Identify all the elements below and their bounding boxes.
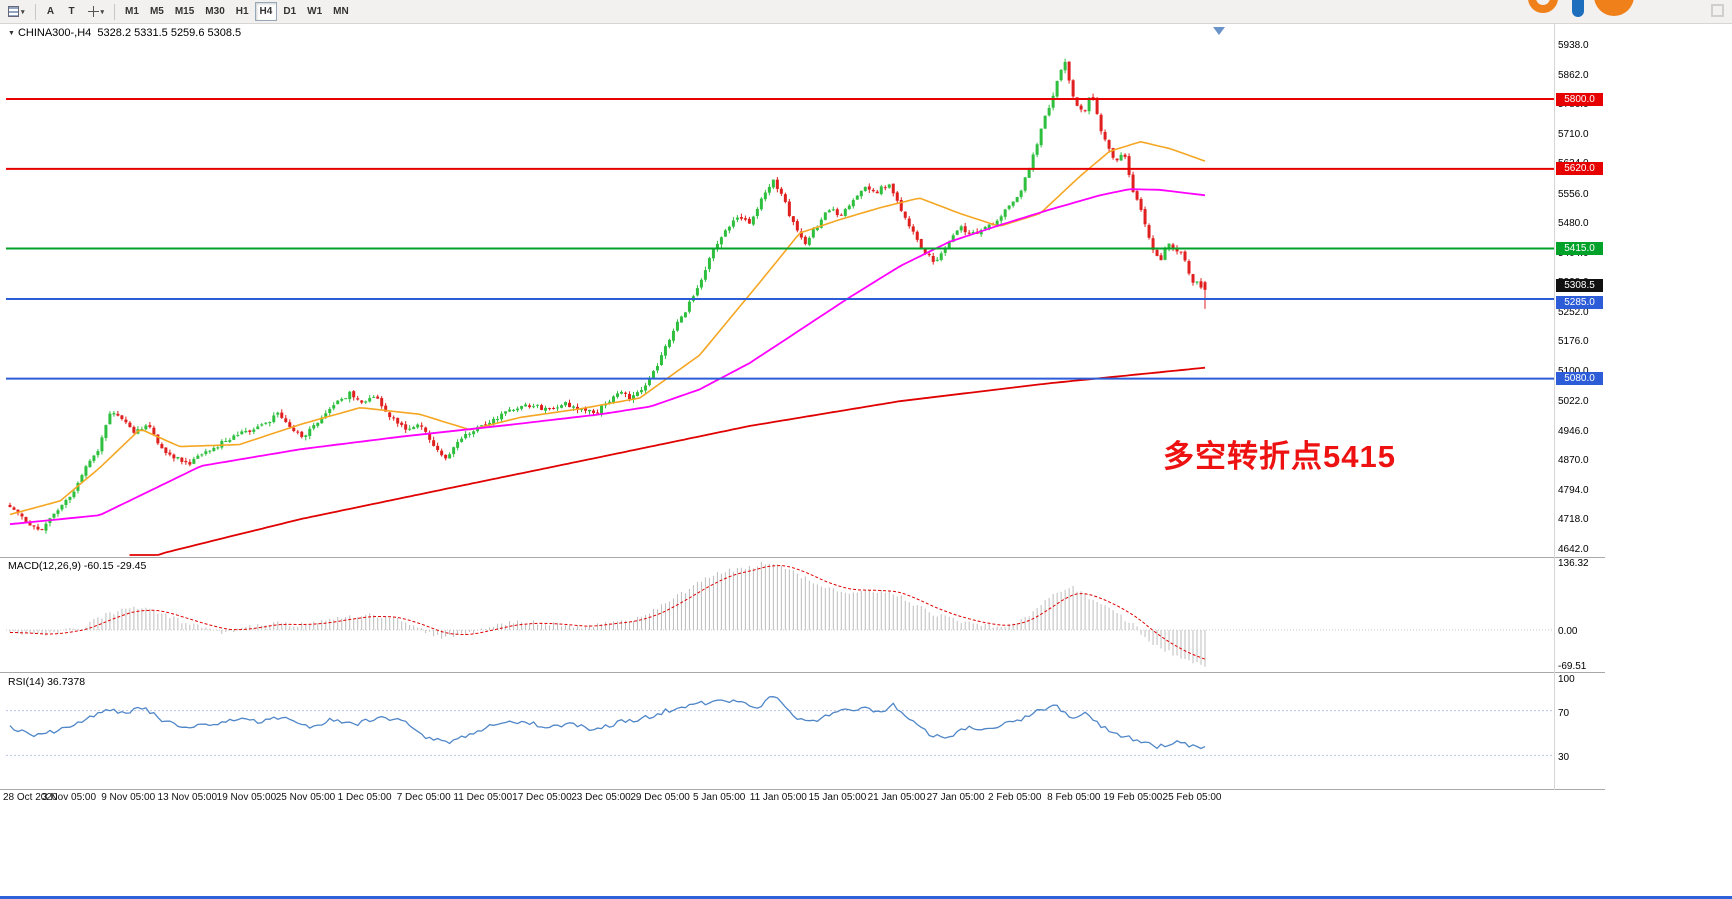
- price-line-badge: 5800.0: [1556, 92, 1603, 106]
- symbol-ohlc-header: ▼ CHINA300-,H4 5328.2 5331.5 5259.6 5308.…: [8, 27, 241, 39]
- price-axis-border: [1554, 24, 1555, 790]
- price-tick-label: 5252.0: [1558, 306, 1589, 318]
- date-tick-label: 25 Feb 05:00: [1162, 792, 1222, 803]
- macd-tick-label: 136.32: [1558, 558, 1589, 569]
- date-tick-label: 8 Feb 05:00: [1047, 792, 1101, 803]
- toolbar-separator: [34, 3, 36, 20]
- date-tick-label: 5 Jan 05:00: [693, 792, 746, 803]
- timeframe-button-mn[interactable]: MN: [328, 2, 354, 21]
- price-tick-label: 5022.0: [1558, 396, 1589, 408]
- date-tick-label: 29 Dec 05:00: [630, 792, 690, 803]
- cursor-tool-button[interactable]: A: [41, 2, 61, 21]
- price-tick-label: 4718.0: [1558, 514, 1589, 526]
- price-line-badge: 5080.0: [1556, 372, 1603, 386]
- ohlc-values: 5328.2 5331.5 5259.6 5308.5: [97, 27, 242, 39]
- timeframe-button-d1[interactable]: D1: [278, 2, 301, 21]
- timeframe-button-h4[interactable]: H4: [254, 2, 278, 21]
- date-tick-label: 13 Nov 05:00: [157, 792, 218, 803]
- charts-grid-button[interactable]: ▾: [3, 2, 30, 21]
- date-tick-label: 9 Nov 05:00: [101, 792, 156, 803]
- chevron-down-icon: ▾: [21, 8, 25, 16]
- macd-label: MACD(12,26,9) -60.15 -29.45: [8, 560, 147, 572]
- rsi-panel-separator[interactable]: [0, 672, 1605, 673]
- date-axis-separator: [0, 789, 1605, 790]
- crosshair-icon: [87, 6, 99, 17]
- price-tick-label: 5862.0: [1558, 69, 1589, 81]
- chart-text-annotation: 多空转折点5415: [1163, 439, 1396, 474]
- price-tick-label: 5710.0: [1558, 128, 1589, 140]
- price-tick-label: 5480.0: [1558, 218, 1589, 230]
- price-tick-label: 4870.0: [1558, 455, 1589, 467]
- price-line-badge: 5620.0: [1556, 162, 1603, 176]
- chart-shift-marker[interactable]: [1213, 27, 1225, 35]
- date-tick-label: 15 Jan 05:00: [808, 792, 867, 803]
- toolbar-separator: [114, 3, 116, 20]
- bottom-edge-bar: [0, 896, 1732, 899]
- chevron-down-icon: ▾: [100, 8, 105, 16]
- rsi-tick-label: 70: [1558, 707, 1570, 719]
- date-tick-label: 21 Jan 05:00: [867, 792, 926, 803]
- date-tick-label: 2 Feb 05:00: [988, 792, 1042, 803]
- date-tick-label: 17 Dec 05:00: [512, 792, 572, 803]
- logo-ring-shape: [1528, 0, 1558, 13]
- price-tick-label: 5176.0: [1558, 336, 1589, 348]
- timeframe-group: M1 M5 M15 M30 H1 H4 D1 W1 MN: [120, 2, 354, 21]
- date-tick-label: 19 Nov 05:00: [216, 792, 277, 803]
- macd-tick-label: 0.00: [1558, 626, 1578, 637]
- price-tick-label: 4794.0: [1558, 484, 1589, 496]
- draw-tools-button[interactable]: ▾: [83, 2, 110, 21]
- price-tick-label: 5938.0: [1558, 40, 1589, 52]
- date-tick-label: 28 Oct 2020: [3, 792, 58, 803]
- timeframe-button-m1[interactable]: M1: [120, 2, 144, 21]
- logo-blob-shape: [1594, 0, 1634, 16]
- timeframe-button-h1[interactable]: H1: [231, 2, 254, 21]
- date-tick-label: 11 Dec 05:00: [453, 792, 513, 803]
- price-tick-label: 5100.0: [1558, 366, 1589, 377]
- date-tick-label: 19 Feb 05:00: [1103, 792, 1163, 803]
- timeframe-button-w1[interactable]: W1: [302, 2, 327, 21]
- timeframe-button-m5[interactable]: M5: [145, 2, 169, 21]
- logo-box-shape: [1711, 4, 1724, 17]
- rows-icon: [8, 6, 19, 17]
- date-tick-label: 3 Nov 05:00: [42, 792, 97, 803]
- rsi-tick-label: 100: [1558, 674, 1575, 685]
- date-tick-label: 27 Jan 05:00: [926, 792, 985, 803]
- price-line-badge: 5285.0: [1556, 296, 1603, 310]
- symbol-dropdown-icon: ▼: [8, 30, 15, 37]
- timeframe-button-m15[interactable]: M15: [170, 2, 199, 21]
- date-tick-label: 23 Dec 05:00: [571, 792, 631, 803]
- rsi-tick-label: 30: [1558, 752, 1570, 764]
- macd-tick-label: -69.51: [1558, 660, 1587, 672]
- timeframe-button-m30[interactable]: M30: [200, 2, 229, 21]
- price-line-badge: 5415.0: [1556, 241, 1603, 255]
- rsi-label: RSI(14) 36.7378: [8, 676, 86, 688]
- date-axis: 28 Oct 2020 3 Nov 05:00 9 Nov 05:00 13 Nov …: [0, 792, 1605, 808]
- broker-logo: [1526, 0, 1726, 23]
- date-tick-label: 25 Nov 05:00: [275, 792, 336, 803]
- symbol-label: CHINA300-,H4: [17, 27, 92, 39]
- date-tick-label: 7 Dec 05:00: [396, 792, 451, 803]
- current-price-badge: 5308.5: [1556, 279, 1603, 293]
- text-tool-button[interactable]: T: [62, 2, 82, 21]
- date-tick-label: 1 Dec 05:00: [337, 792, 392, 803]
- price-tick-label: 5556.0: [1558, 188, 1589, 200]
- price-tick-label: 4642.0: [1558, 543, 1589, 555]
- price-tick-label: 4946.0: [1558, 425, 1589, 437]
- toolbar: ▾ A T ▾ M1 M5 M15 M30 H1 H4 D1 W1 MN: [0, 0, 1732, 24]
- logo-letter-shape: [1572, 0, 1584, 17]
- date-tick-label: 11 Jan 05:00: [749, 792, 807, 803]
- macd-panel-separator[interactable]: [0, 557, 1605, 558]
